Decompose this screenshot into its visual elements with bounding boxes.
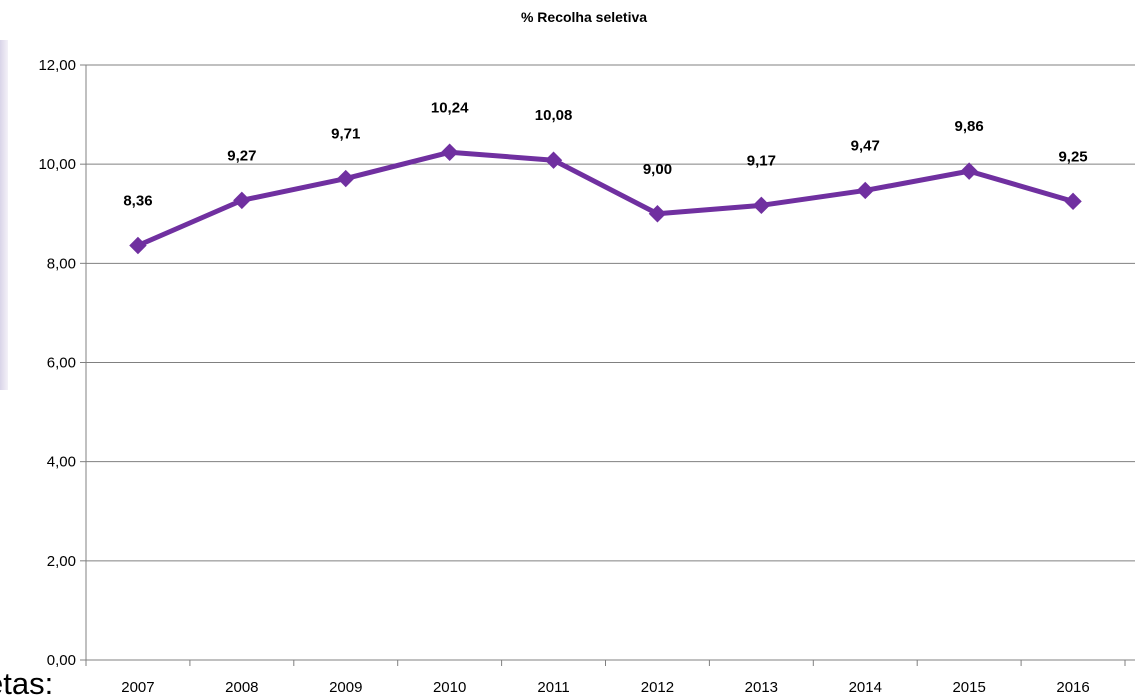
x-tick-label-2010: 2010: [433, 679, 466, 696]
cropped-caption-text: etas:: [0, 666, 54, 696]
y-tick-label-1: 2,00: [47, 553, 76, 570]
y-tick-label-6: 12,00: [38, 57, 76, 74]
data-point-2010: [440, 143, 459, 161]
x-tick-label-2009: 2009: [329, 679, 362, 696]
data-label-2016: 9,25: [1058, 148, 1087, 165]
x-tick-label-2012: 2012: [641, 679, 674, 696]
data-label-2009: 9,71: [331, 126, 360, 143]
x-axis-tick-labels: 2007 2008 2009 2010 2011 2012 2013 2014 2015 2016: [121, 679, 1089, 696]
x-tick-label-2011: 2011: [537, 679, 569, 696]
data-label-2012: 9,00: [643, 161, 672, 178]
y-axis-tick-labels: 0,00 2,00 4,00 6,00 8,00 10,00 12,00: [38, 57, 76, 669]
y-tick-label-2: 4,00: [47, 454, 76, 471]
data-point-2016: [1064, 192, 1082, 211]
data-point-2013: [752, 196, 771, 215]
data-label-2008: 9,27: [227, 147, 256, 164]
data-point-2014: [856, 181, 874, 200]
x-tick-label-2016: 2016: [1056, 679, 1089, 696]
series-line-0: [135, 149, 1076, 248]
y-tick-label-0: 0,00: [47, 652, 76, 669]
data-label-2014: 9,47: [851, 137, 880, 154]
data-point-2011: [544, 151, 563, 169]
data-point-2012: [648, 205, 667, 223]
data-label-2010: 10,24: [431, 99, 469, 116]
chart-title: % Recolha seletiva: [521, 9, 647, 25]
x-tick-label-2014: 2014: [849, 679, 882, 696]
axes: [80, 64, 1135, 666]
x-tick-label-2013: 2013: [745, 679, 778, 696]
data-labels: 8,36 9,27 9,71 10,24 10,08 9,00 9,17 9,47 9,86 9,…: [123, 99, 1087, 209]
data-label-2013: 9,17: [747, 152, 776, 169]
gridlines: [86, 64, 1135, 562]
x-tick-label-2007: 2007: [121, 679, 154, 696]
data-point-2009: [337, 169, 355, 188]
data-point-2015: [960, 162, 978, 180]
data-point-2007: [129, 236, 147, 255]
y-tick-label-5: 10,00: [38, 156, 76, 173]
data-point-2008: [233, 191, 251, 210]
left-decorative-strip: [0, 40, 8, 390]
data-label-2011: 10,08: [535, 107, 573, 124]
series-line-group: [135, 149, 1076, 248]
series-markers: [129, 143, 1082, 255]
data-label-2015: 9,86: [955, 118, 984, 135]
y-tick-label-4: 8,00: [47, 255, 76, 272]
y-tick-label-3: 6,00: [47, 355, 76, 372]
data-label-2007: 8,36: [123, 192, 152, 209]
x-tick-label-2015: 2015: [952, 679, 985, 696]
x-tick-label-2008: 2008: [225, 679, 258, 696]
